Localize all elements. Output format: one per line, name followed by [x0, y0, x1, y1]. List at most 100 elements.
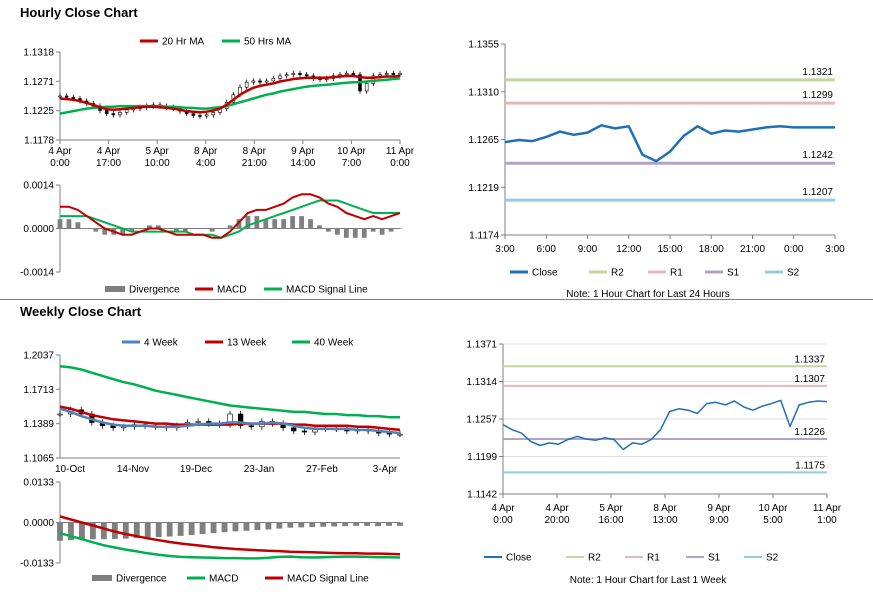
- weekly-macd-divergence-bar: [89, 522, 96, 540]
- hourly-section-title: Hourly Close Chart: [20, 5, 138, 20]
- hourly-levels-y-tick-label: 1.1265: [468, 135, 499, 146]
- hourly-price-x-tick-label: 4:00: [196, 158, 216, 169]
- hourly-price-candle-body: [198, 115, 202, 117]
- weekly-level-r2-label: 1.1337: [794, 354, 825, 365]
- weekly-4week-legend-label: 4 Week: [144, 338, 179, 349]
- weekly-price-x-tick-label: 19-Dec: [180, 464, 212, 475]
- weekly-macd-divergence-bar: [188, 522, 195, 535]
- weekly-macd-divergence-bar: [276, 522, 283, 529]
- weekly-macd-line: [59, 531, 401, 560]
- hourly-price-x-tick-label: 17:00: [96, 158, 121, 169]
- hourly-level-s2-label: 1.1207: [802, 187, 833, 198]
- weekly-price-candle-body: [397, 433, 403, 436]
- weekly-macd-divergence-bar: [287, 522, 294, 528]
- hourly-macd-divergence-bar: [102, 228, 108, 235]
- hourly-price-candle-body: [258, 80, 262, 83]
- hourly-macd-y-tick-label: 0.0000: [23, 224, 54, 235]
- hourly-signal-legend-label: MACD Signal Line: [286, 285, 368, 296]
- hourly-levels-x-tick-label: 18:00: [699, 244, 724, 255]
- weekly-price-candle-body: [291, 427, 297, 432]
- weekly-4week-line: [59, 407, 401, 435]
- hourly-price-x-tick-label: 8 Apr: [243, 146, 267, 157]
- weekly-macd-divergence-bar: [243, 522, 250, 531]
- hourly-macd-divergence-bar: [120, 228, 126, 235]
- hourly-divergence-legend-label: Divergence: [129, 285, 180, 296]
- hourly-price-x-tick-label: 7:00: [342, 158, 362, 169]
- hourly-levels-note: Note: 1 Hour Chart for Last 24 Hours: [566, 289, 729, 300]
- weekly-price-x-tick-label: 27-Feb: [306, 464, 338, 475]
- weekly-macd-divergence-bar: [57, 522, 63, 541]
- weekly-divergence-legend-label: Divergence: [116, 574, 167, 585]
- hourly-price-candle-body: [244, 81, 249, 88]
- hourly-price-y-tick-label: 1.1178: [24, 136, 54, 147]
- weekly-macd-divergence-bar: [309, 522, 316, 528]
- hourly-macd-divergence-bar: [236, 219, 242, 229]
- weekly-levels-x-tick-label: 9 Apr: [707, 503, 731, 514]
- hourly-levels-r2-legend-label: R2: [611, 268, 624, 279]
- hourly-price-x-tick-label: 5 Apr: [145, 146, 169, 157]
- weekly-levels-y-tick-label: 1.1314: [466, 377, 497, 388]
- hourly-level-r2-label: 1.1321: [802, 67, 833, 78]
- hourly-levels-x-tick-label: 15:00: [657, 244, 682, 255]
- hourly-price-y-tick-label: 1.1225: [23, 106, 54, 117]
- weekly-levels-close-legend-label: Close: [506, 553, 532, 564]
- weekly-divergence-legend-swatch: [92, 575, 112, 581]
- hourly-price-y-tick-label: 1.1318: [23, 48, 54, 59]
- hourly-levels-y-tick-label: 1.1310: [468, 87, 499, 98]
- hourly-macd-divergence-bar: [200, 228, 206, 229]
- hourly-macd-divergence-bar: [263, 219, 269, 229]
- hourly-macd-divergence-bar: [164, 228, 170, 229]
- hourly-price-candle-body: [204, 114, 209, 117]
- hourly-macd-divergence-bar: [245, 216, 251, 229]
- hourly-price-y-tick-label: 1.1271: [23, 77, 54, 88]
- hourly-price-candle-body: [264, 80, 269, 83]
- weekly-macd-divergence-bar: [79, 522, 85, 540]
- weekly-price-candle-body: [195, 421, 201, 423]
- weekly-levels-x-tick-label: 9:00: [709, 515, 729, 526]
- weekly-macd-divergence-bar: [100, 522, 107, 540]
- weekly-macd-divergence-bar: [122, 522, 129, 539]
- hourly-price-candle-body: [391, 73, 396, 75]
- hourly-price-candle-body: [298, 73, 302, 75]
- hourly-level-s1-label: 1.1242: [802, 150, 833, 161]
- weekly-13week-legend-label: 13 Week: [227, 338, 267, 349]
- weekly-price-x-tick-label: 23-Jan: [244, 464, 275, 475]
- weekly-macd-divergence-bar: [265, 522, 272, 530]
- weekly-levels-s2-legend-label: S2: [766, 553, 779, 564]
- weekly-macd-divergence-bar: [254, 522, 261, 531]
- weekly-levels-x-tick-label: 5 Apr: [599, 503, 623, 514]
- hourly-price-candle-body: [58, 95, 62, 98]
- hourly-price-x-tick-label: 14:00: [290, 158, 315, 169]
- weekly-price-candle-body: [301, 430, 307, 433]
- weekly-levels-x-tick-label: 5:00: [763, 515, 783, 526]
- hourly-divergence-legend-swatch: [105, 286, 125, 292]
- weekly-macd-divergence-bar: [342, 522, 349, 527]
- hourly-levels-close-line: [504, 124, 835, 163]
- weekly-levels-note: Note: 1 Hour Chart for Last 1 Week: [570, 575, 728, 586]
- weekly-macd-divergence-bar: [144, 522, 151, 538]
- hourly-macd-divergence-bar: [299, 216, 304, 229]
- hourly-price-candle-body: [104, 110, 109, 114]
- hourly-price-x-tick-label: 0:00: [50, 158, 70, 169]
- hourly-macd-divergence-bar: [138, 228, 143, 229]
- hourly-price-candle-body: [111, 113, 116, 116]
- hourly-price-candle-body: [304, 74, 309, 77]
- weekly-macd-divergence-bar: [68, 522, 74, 541]
- hourly-ma50-legend-label: 50 Hrs MA: [244, 37, 292, 48]
- weekly-price-candle-body: [238, 413, 244, 426]
- weekly-price-x-tick-label: 10-Oct: [55, 464, 85, 475]
- weekly-levels-x-tick-label: 8 Apr: [653, 503, 677, 514]
- hourly-macd-signal-line: [60, 199, 400, 239]
- weekly-price-candle-body: [57, 413, 63, 416]
- weekly-level-r1-label: 1.1307: [794, 374, 825, 385]
- hourly-price-x-tick-label: 11 Apr: [386, 146, 415, 157]
- hourly-macd-divergence-bar: [75, 222, 81, 229]
- weekly-level-s1-label: 1.1226: [794, 427, 825, 438]
- hourly-macd-divergence-bar: [84, 228, 90, 229]
- weekly-levels-r1-legend-label: R1: [647, 553, 660, 564]
- hourly-macd-divergence-bar: [379, 228, 385, 235]
- weekly-levels-x-tick-label: 20:00: [544, 515, 569, 526]
- hourly-price-x-tick-label: 8 Apr: [194, 146, 218, 157]
- weekly-macd-divergence-bar: [155, 522, 162, 538]
